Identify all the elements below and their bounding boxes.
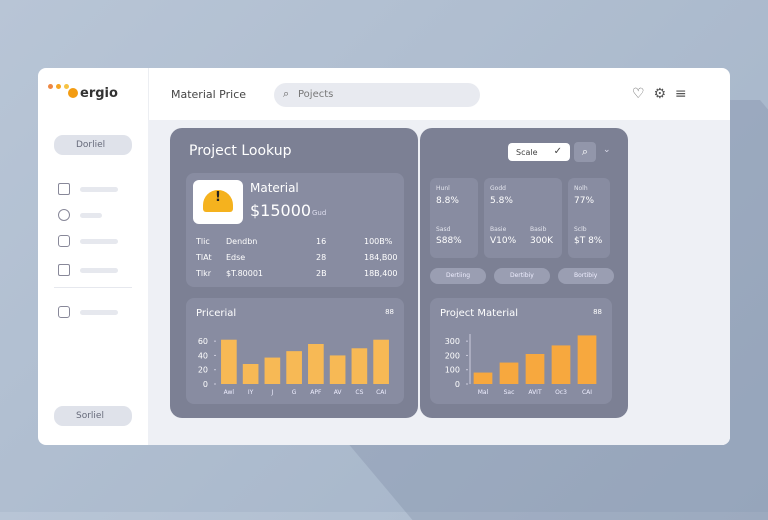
- chart-title: Pricerial: [196, 308, 236, 319]
- select-label: Scale: [516, 148, 538, 157]
- filter-pill[interactable]: Bortibiy: [558, 268, 614, 284]
- stat-label: Sasd: [436, 226, 451, 233]
- bar: [242, 364, 259, 384]
- chart-card: Project Material 88 0 100 200 300 Mal Sac AVIT Oc…: [430, 298, 612, 404]
- bar: [221, 339, 237, 384]
- material-label: Material: [250, 181, 299, 195]
- y-tick-label: 100: [445, 366, 460, 375]
- stat-value: 300K: [530, 236, 554, 246]
- chart-badge: 88: [385, 308, 394, 316]
- stat-value: S88%: [436, 236, 462, 246]
- icons[interactable]: ♡ ⚙ ≡: [632, 86, 687, 102]
- x-tick-label: Mal: [478, 389, 489, 396]
- x-tick-label: IY: [248, 389, 254, 396]
- table-cell: 184,B00: [364, 253, 398, 262]
- search-button[interactable]: ⌕: [574, 142, 596, 162]
- bar: [525, 354, 545, 384]
- x-tick-label: Oc3: [555, 389, 567, 396]
- stat-card: Godd 5.8% Basie V10% Basib 300K: [484, 178, 562, 258]
- table-cell: 16: [316, 237, 327, 246]
- stat-label: Godd: [490, 185, 506, 192]
- bar: [264, 357, 281, 384]
- stat-label: Basib: [530, 226, 547, 233]
- sidebar-button[interactable]: Sorliel: [54, 406, 132, 426]
- filter-pill[interactable]: Dertiing: [430, 268, 486, 284]
- table-cell: Tlkr: [196, 269, 212, 278]
- x-tick-label: CAI: [376, 389, 386, 396]
- sidebar-button[interactable]: Dorliel: [54, 135, 132, 155]
- bar: [286, 351, 302, 384]
- x-tick-label: CS: [355, 389, 363, 396]
- material-unit: Gud: [312, 209, 327, 217]
- bar: [499, 362, 519, 384]
- table-cell: 18B,400: [364, 269, 398, 278]
- logo: ergio: [80, 86, 118, 101]
- stat-card: Hunl 8.8% Sasd S88%: [430, 178, 478, 258]
- x-tick-label: AV: [334, 389, 343, 396]
- search-icon: ⌕: [283, 87, 290, 100]
- traffic-lights: [48, 74, 69, 93]
- y-tick-label: 60: [198, 337, 208, 346]
- table-cell: Edse: [226, 253, 246, 262]
- bar: [329, 355, 346, 384]
- select[interactable]: Scale ✓: [508, 143, 570, 161]
- x-tick-label: Sac: [504, 389, 515, 396]
- x-tick-label: Awl: [224, 389, 235, 396]
- panel-title: Project Lookup: [189, 143, 292, 159]
- bar: [373, 339, 389, 384]
- stat-label: Nolh: [574, 185, 588, 192]
- stat-label: Basie: [490, 226, 507, 233]
- table-cell: 100B%: [364, 237, 393, 246]
- bar: [308, 344, 324, 384]
- table-cell: $T.80001: [226, 269, 264, 278]
- card-bg: [186, 298, 404, 404]
- bar: [551, 345, 571, 384]
- y-tick-label: 20: [198, 366, 208, 375]
- search-placeholder: Pojects: [298, 89, 334, 100]
- y-tick-label: 200: [445, 351, 460, 360]
- helmet-icon: !: [193, 180, 243, 224]
- chevron[interactable]: ⌄: [603, 145, 611, 155]
- chart-title: Project Material: [440, 308, 518, 319]
- table-cell: TlAt: [196, 253, 212, 262]
- y-tick-label: 0: [203, 380, 208, 389]
- separator: [54, 287, 132, 288]
- material-price: $15000: [250, 201, 312, 220]
- table-cell: 2B: [316, 269, 327, 278]
- bar: [473, 372, 493, 384]
- nav-item: [58, 306, 118, 318]
- search-box[interactable]: Pojects ⌕: [274, 83, 480, 107]
- x-tick-label: CAI: [582, 389, 592, 396]
- stat-card: Nolh 77% Sclb $T 8%: [568, 178, 610, 258]
- table-cell: Tlic: [196, 237, 210, 246]
- stat-value: $T 8%: [574, 236, 603, 246]
- stat-value: 8.8%: [436, 196, 459, 206]
- x-tick-label: J: [270, 389, 273, 396]
- x-tick-label: APF: [310, 389, 322, 396]
- window: ergio Dorliel Sorliel Material Price Poj…: [38, 68, 730, 445]
- chart-card: Pricerial 88 0 20 40 60 Awl IY J G APF AV CS CAI: [186, 298, 404, 404]
- nav: [58, 176, 118, 286]
- x-tick-label: G: [292, 389, 297, 396]
- table-cell: Dendbn: [226, 237, 258, 246]
- bar: [351, 348, 368, 384]
- stat-label: Hunl: [436, 185, 450, 192]
- stat-label: Sclb: [574, 226, 587, 233]
- y-tick-label: 300: [445, 337, 460, 346]
- bar: [577, 335, 597, 384]
- stat-value: V10%: [490, 236, 517, 246]
- stat-value: 5.8%: [490, 196, 513, 206]
- page-title: Material Price: [171, 88, 247, 101]
- x-tick-label: AVIT: [528, 389, 542, 396]
- chart-badge: 88: [593, 308, 602, 316]
- logo-icon: [68, 88, 78, 98]
- y-tick-label: 40: [198, 351, 208, 360]
- stat-value: 77%: [574, 196, 595, 206]
- y-tick-label: 0: [455, 380, 460, 389]
- material-card: ! Material $15000 Gud Tlic Dendbn 16 100B% T…: [186, 173, 404, 287]
- filter-pill[interactable]: Dertibiy: [494, 268, 550, 284]
- table-cell: 28: [316, 253, 327, 262]
